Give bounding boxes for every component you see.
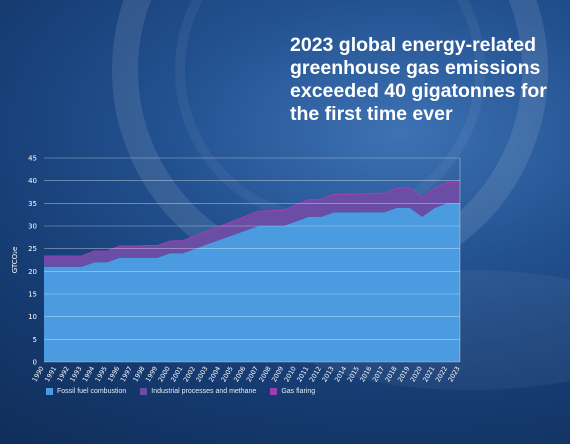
area-series-2 bbox=[44, 182, 460, 267]
y-tick-label-10: 10 bbox=[28, 313, 37, 321]
legend-item-3: Gas flaring bbox=[270, 388, 315, 395]
area-series-1 bbox=[44, 203, 460, 362]
y-tick-label-35: 35 bbox=[28, 200, 37, 208]
legend-item-1: Fossil fuel combustion bbox=[46, 388, 126, 395]
chart-legend: Fossil fuel combustion Industrial process… bbox=[46, 388, 315, 395]
y-tick-label-30: 30 bbox=[28, 223, 37, 231]
y-tick-label-25: 25 bbox=[28, 245, 37, 253]
legend-label: Gas flaring bbox=[281, 388, 316, 395]
y-tick-label-40: 40 bbox=[28, 177, 37, 185]
legend-swatch bbox=[46, 388, 53, 395]
legend-label: Fossil fuel combustion bbox=[57, 388, 127, 395]
y-tick-label-20: 20 bbox=[28, 268, 37, 276]
legend-swatch bbox=[140, 388, 148, 395]
y-tick-label-15: 15 bbox=[28, 291, 37, 299]
legend-label: Industrial processes and methane bbox=[151, 388, 257, 395]
y-tick-label-0: 0 bbox=[33, 359, 37, 367]
page-title: 2023 global energy-related greenhouse ga… bbox=[290, 34, 547, 125]
legend-item-2: Industrial processes and methane bbox=[140, 388, 256, 395]
legend-swatch bbox=[270, 388, 278, 395]
y-axis-label: GTCO₂e bbox=[11, 247, 19, 274]
y-tick-label-45: 45 bbox=[28, 155, 37, 163]
y-tick-label-5: 5 bbox=[33, 336, 37, 344]
x-tick-label-2023: 2023 bbox=[447, 365, 462, 383]
